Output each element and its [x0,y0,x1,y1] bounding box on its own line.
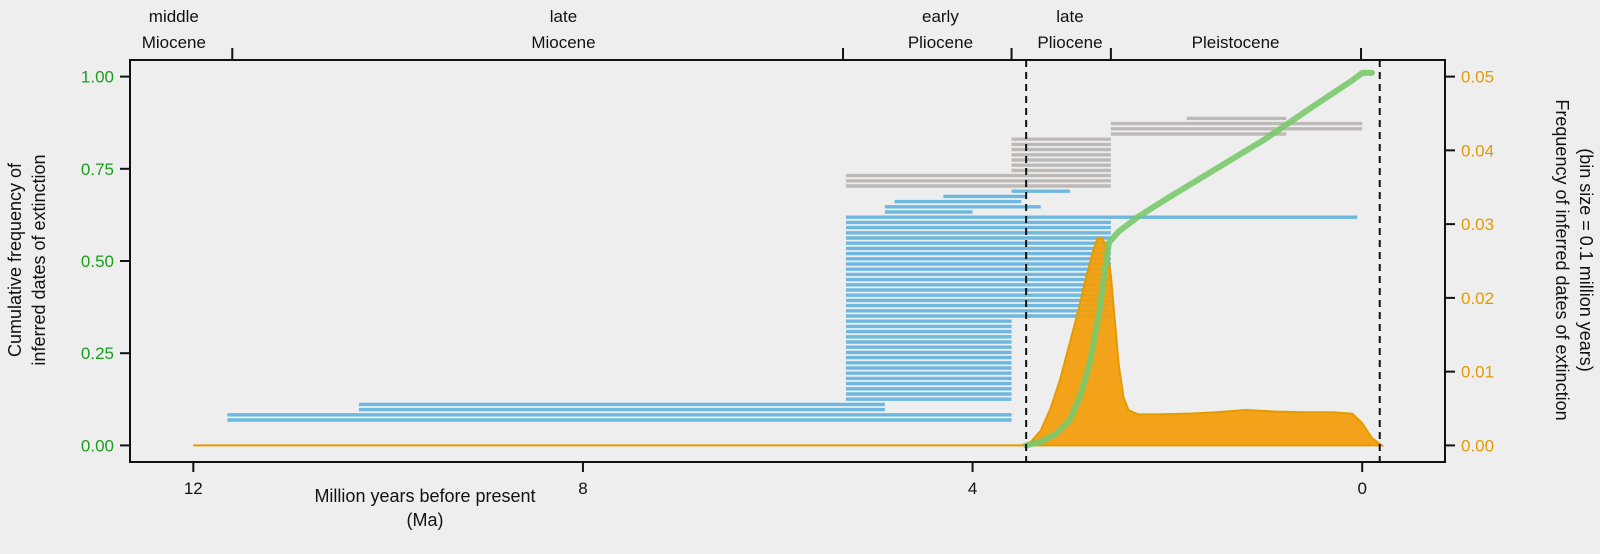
y-right-tick-label: 0.00 [1461,436,1494,455]
epoch-label: Miocene [142,33,206,52]
x-tick-label: 12 [184,479,203,498]
x-axis-title: Million years before present [314,486,535,506]
y-right-tick-label: 0.02 [1461,289,1494,308]
epoch-labels: middle Miocene late Miocene early Pliocene lat… [142,7,1363,60]
density-layer [193,236,1385,447]
y-left-title-line2: inferred dates of extinction [29,154,49,365]
x-tick-label: 8 [578,479,587,498]
y-left-tick-label: 0.00 [81,436,114,455]
cumulative-line [1023,69,1375,449]
density-area [193,236,1385,447]
epoch-label: Pliocene [1037,33,1102,52]
x-tick-label: 4 [968,479,977,498]
y-right-title-line1: Frequency of inferred dates of extinctio… [1552,99,1572,420]
epoch-label: Pleistocene [1192,33,1280,52]
reference-lines [1025,60,1381,462]
y-axis-left: 0.00 0.25 0.50 0.75 1.00 [81,68,130,455]
x-tick-label: 0 [1357,479,1366,498]
y-right-tick-label: 0.03 [1461,215,1494,234]
epoch-label: Miocene [531,33,595,52]
y-right-tick-label: 0.04 [1461,141,1494,160]
y-left-tick-label: 0.75 [81,160,114,179]
x-axis-units: (Ma) [407,510,444,530]
y-right-tick-label: 0.01 [1461,363,1494,382]
y-left-tick-label: 0.50 [81,252,114,271]
epoch-label: Pliocene [908,33,973,52]
epoch-label: late [1056,7,1083,26]
y-left-title-line1: Cumulative frequency of [5,162,25,357]
x-axis: 12 8 4 0 [184,462,1367,498]
y-right-tick-label: 0.05 [1461,68,1494,87]
range-bars [227,116,1363,422]
epoch-label: late [550,7,577,26]
epoch-label: middle [149,7,199,26]
plot-frame [129,59,1446,463]
epoch-label: early [922,7,959,26]
y-left-tick-label: 1.00 [81,68,114,87]
y-left-tick-label: 0.25 [81,344,114,363]
y-right-title-line2: (bin size = 0.1 million years) [1576,148,1596,372]
y-axis-right: 0.00 0.01 0.02 0.03 0.04 0.05 [1445,68,1494,455]
cumulative-layer [1023,69,1375,449]
